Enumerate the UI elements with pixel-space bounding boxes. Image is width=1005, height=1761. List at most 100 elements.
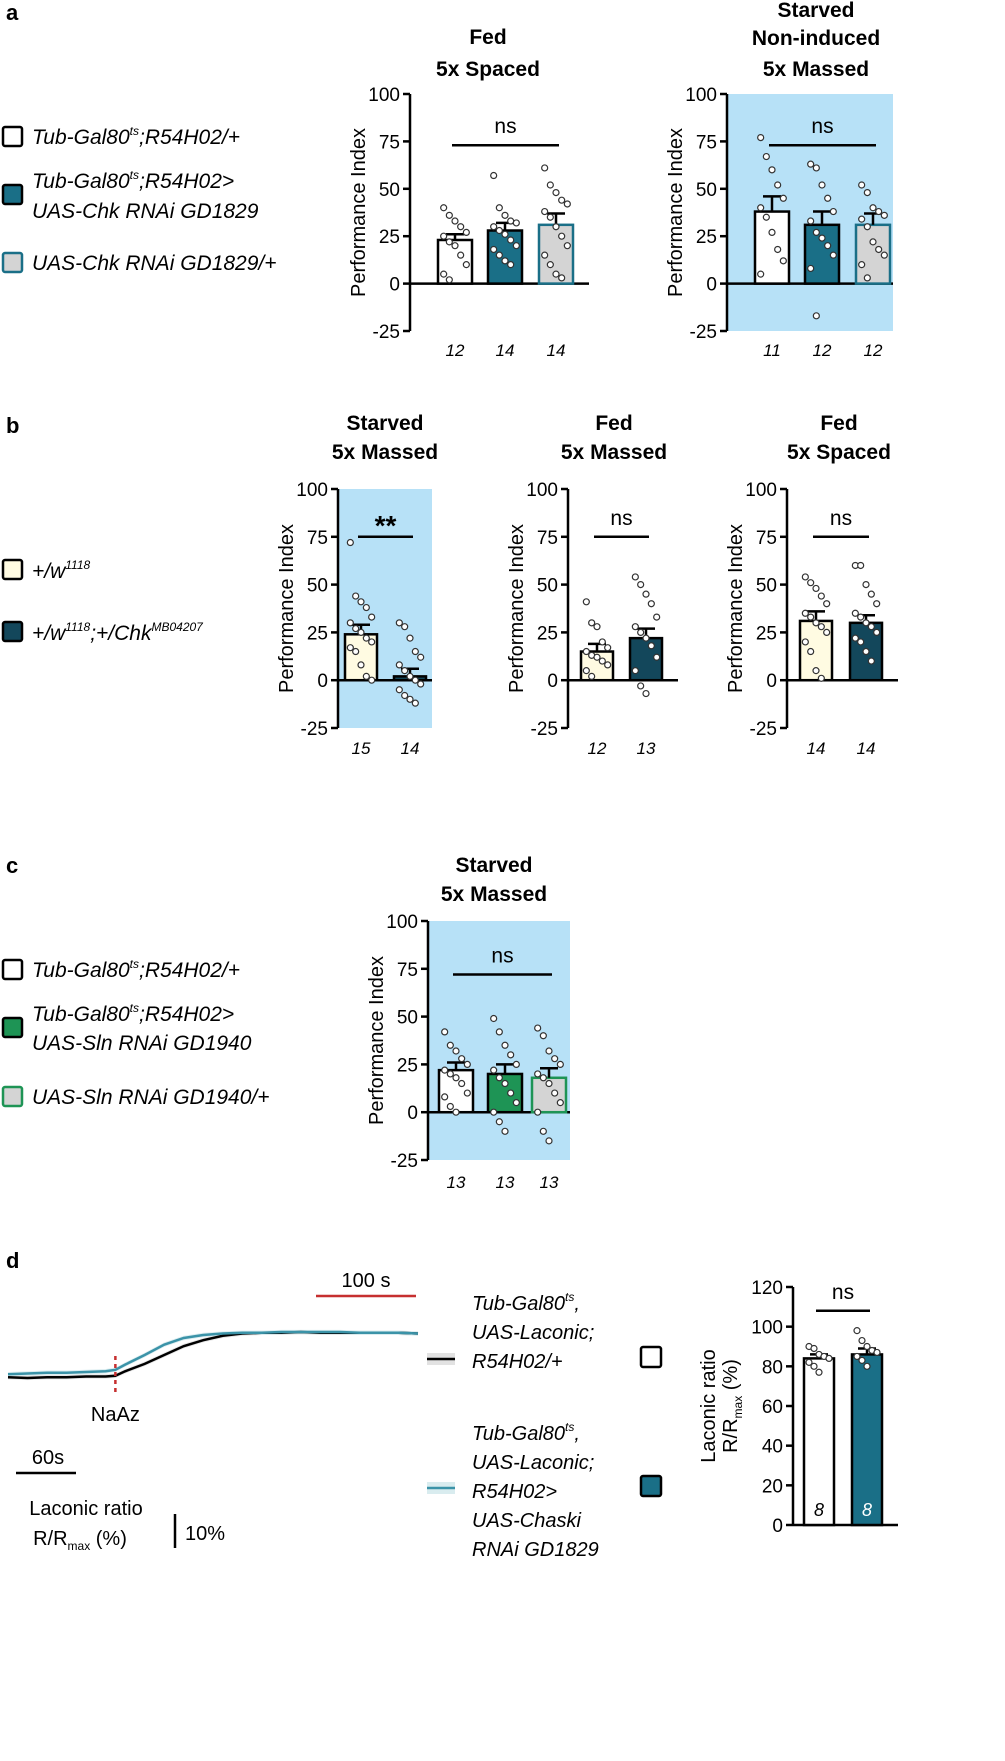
data-point xyxy=(582,667,590,675)
legend-d-line: R54H02/+ xyxy=(472,1351,563,1373)
data-point xyxy=(817,674,825,682)
legend-d-sup: ts xyxy=(565,1420,574,1434)
data-point xyxy=(807,647,815,656)
data-point xyxy=(558,232,566,240)
y-axis-label: Performance Index xyxy=(665,128,687,297)
data-point xyxy=(807,264,815,273)
legend-box-a-0 xyxy=(1,125,24,148)
data-point xyxy=(501,1127,509,1135)
data-point xyxy=(551,1055,559,1063)
data-point xyxy=(817,592,825,600)
y-tick-label: 0 xyxy=(547,671,558,692)
legend-d-line: UAS-Laconic; xyxy=(472,1322,594,1344)
y-axis-label: Performance Index xyxy=(725,524,747,693)
data-point xyxy=(463,1089,471,1097)
legend-d-line: UAS-Laconic; xyxy=(472,1452,594,1474)
data-point xyxy=(823,628,831,637)
y-tick-label: 25 xyxy=(397,1055,418,1076)
data-point xyxy=(812,228,820,237)
data-point xyxy=(637,580,645,589)
data-point xyxy=(810,1344,818,1353)
data-point xyxy=(451,242,459,250)
legend-text-a-0: Tub-Gal80ts;R54H02/+ xyxy=(32,124,240,149)
data-point xyxy=(462,261,470,269)
data-point xyxy=(556,1060,564,1069)
data-point xyxy=(858,1336,866,1345)
data-point xyxy=(807,217,815,225)
legend-text-c-1b: UAS-Sln RNAi GD1940 xyxy=(32,1032,252,1055)
data-point xyxy=(545,1079,553,1088)
significance-label: ns xyxy=(610,507,632,530)
significance-label: ** xyxy=(375,510,397,541)
scalebar-60s-label: 60s xyxy=(32,1447,64,1469)
y-tick-label: 0 xyxy=(389,275,400,296)
data-point xyxy=(441,1093,449,1101)
data-point xyxy=(512,1060,520,1069)
data-point xyxy=(417,653,425,661)
scalebar-y-label: 10% xyxy=(185,1523,225,1545)
chart-starved-5x-massed-c: Starved 5x Massed 100 75 50 25 0 -25 Performance… xyxy=(366,854,570,1192)
data-point xyxy=(495,251,503,259)
data-point xyxy=(762,213,770,221)
legend-text-c-2: UAS-Sln RNAi GD1940/+ xyxy=(32,1086,270,1109)
data-point xyxy=(441,1028,449,1036)
data-point xyxy=(873,1348,881,1357)
chart-title-line: Starved xyxy=(346,412,423,435)
legend-c: Tub-Gal80ts;R54H02/+ Tub-Gal80ts;R54H02>… xyxy=(1,957,270,1109)
data-point xyxy=(352,592,360,600)
data-point xyxy=(801,638,809,646)
data-point xyxy=(534,1108,542,1116)
data-point xyxy=(411,676,419,684)
legend-text-a-1: Tub-Gal80ts;R54H02> xyxy=(32,168,234,193)
data-point xyxy=(810,1362,818,1370)
legend-text-c-1: Tub-Gal80ts;R54H02> xyxy=(32,1001,234,1026)
data-point xyxy=(501,211,509,219)
data-point xyxy=(598,638,606,646)
data-point xyxy=(875,245,883,254)
data-point xyxy=(867,657,875,665)
legend-box-b-0 xyxy=(1,558,24,581)
data-point xyxy=(768,228,776,237)
data-point xyxy=(446,1041,454,1049)
data-point xyxy=(490,1014,498,1023)
y-tick-label: 60 xyxy=(762,1397,783,1418)
data-point xyxy=(558,196,566,204)
data-point xyxy=(875,207,883,216)
y-tick-label: -25 xyxy=(391,1151,418,1172)
legend-d: Tub-Gal80ts,UAS-Laconic;R54H02/+Tub-Gal8… xyxy=(427,1290,663,1561)
y-tick-label: 75 xyxy=(756,528,777,549)
data-point xyxy=(501,230,509,238)
data-point xyxy=(558,274,566,282)
data-point xyxy=(563,200,571,208)
data-point xyxy=(563,242,571,250)
data-point xyxy=(495,226,503,235)
legend-text-b-0: +/w1118 xyxy=(32,558,91,583)
data-point xyxy=(631,623,639,631)
y-tick-label: 25 xyxy=(537,623,558,644)
data-point xyxy=(637,628,645,637)
chart-title-line: Fed xyxy=(469,26,506,49)
data-point xyxy=(598,657,606,665)
data-point xyxy=(867,590,875,598)
data-point xyxy=(757,270,765,278)
data-point xyxy=(546,213,554,221)
trace-ylabel-2: R/Rmax (%) xyxy=(33,1528,127,1553)
data-point xyxy=(346,644,354,652)
data-point xyxy=(829,251,837,259)
data-point xyxy=(642,590,650,598)
data-point xyxy=(395,619,403,627)
data-point xyxy=(873,628,881,637)
data-point xyxy=(647,642,655,650)
data-point xyxy=(653,653,661,661)
data-point xyxy=(512,242,520,250)
data-point xyxy=(539,1074,547,1082)
data-point xyxy=(352,624,360,633)
legend-d-sup: ts xyxy=(565,1290,574,1304)
data-point xyxy=(807,160,815,168)
significance-label: ns xyxy=(494,115,516,138)
data-point xyxy=(858,215,866,223)
legend-d-line: Tub-Gal80ts, xyxy=(472,1420,580,1445)
data-point xyxy=(762,152,770,161)
data-point xyxy=(495,1118,503,1126)
